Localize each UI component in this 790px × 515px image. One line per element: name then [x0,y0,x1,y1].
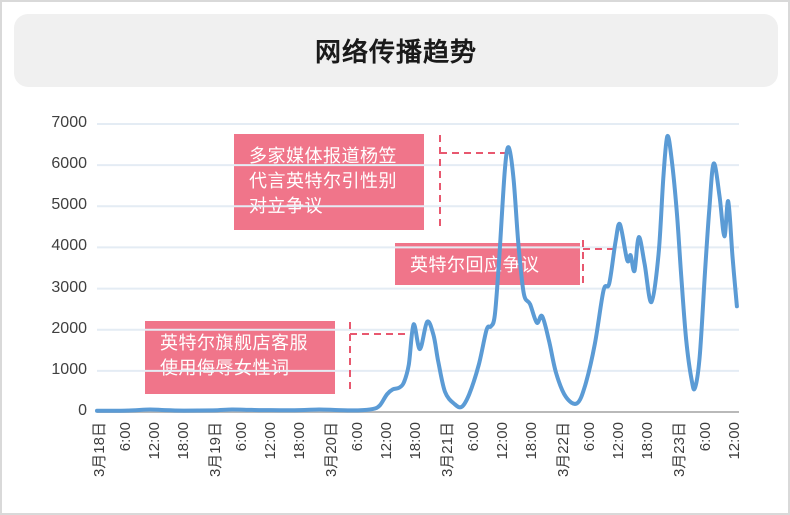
x-axis-label: 18:00 [291,422,308,460]
chart-title: 网络传播趋势 [314,37,477,67]
y-axis-label: 4000 [51,237,87,255]
annotation-media-report: 多家媒体报道杨笠代言英特尔引性别对立争议 [234,134,424,230]
chart-title-bar: 网络传播趋势 [14,14,778,87]
x-axis-label: 12:00 [610,422,627,460]
x-axis-label: 18:00 [407,422,424,460]
x-axis-label: 12:00 [726,422,743,460]
x-axis-label: 6:00 [349,422,366,452]
annotation-intel-response: 英特尔回应争议 [395,243,580,285]
y-axis-label: 7000 [51,114,87,131]
y-axis-label: 2000 [51,319,87,337]
x-axis-label: 6:00 [581,422,598,452]
y-axis-label: 0 [78,402,87,419]
x-axis-label: 3月18日 [91,422,108,478]
y-axis-label: 5000 [51,196,87,214]
x-axis-label: 3月20日 [323,422,340,478]
x-axis-label: 18:00 [639,422,656,460]
x-axis-label: 3月22日 [555,422,572,478]
x-axis-label: 3月23日 [671,422,688,478]
y-axis-label: 1000 [51,360,87,378]
x-axis-label: 6:00 [465,422,482,452]
x-axis-label: 12:00 [494,422,511,460]
x-axis-label: 12:00 [262,422,279,460]
y-axis-label: 3000 [51,278,87,296]
x-axis-label: 18:00 [523,422,540,460]
x-axis-label: 12:00 [146,422,163,460]
x-axis-label: 18:00 [175,422,192,460]
y-axis-label: 6000 [51,155,87,173]
x-axis-label: 12:00 [378,422,395,460]
x-axis-label: 3月21日 [439,422,456,478]
x-axis-label: 6:00 [117,422,134,452]
annotation-customer-service: 英特尔旗舰店客服使用侮辱女性词 [145,321,335,394]
x-axis-label: 6:00 [697,422,714,452]
x-axis-label: 3月19日 [207,422,224,478]
x-axis-label: 6:00 [233,422,250,452]
